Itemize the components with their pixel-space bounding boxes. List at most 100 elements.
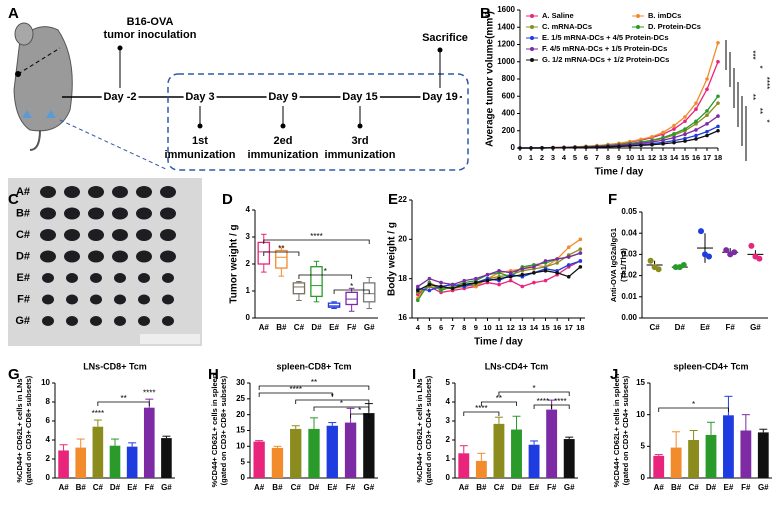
bar (271, 447, 284, 478)
legend-label: E. 1/5 mRNA-DCs + 4/5 Protein-DCs (542, 33, 669, 42)
x-tick-label: 13 (659, 153, 667, 162)
point (532, 270, 536, 275)
point (562, 145, 566, 150)
bar (563, 439, 575, 478)
y-axis-label: (gated on CD3+ CD4+ subsets) (621, 375, 630, 485)
bar (126, 446, 138, 478)
legend-marker (530, 58, 534, 62)
point (566, 274, 571, 279)
point (566, 255, 571, 259)
tumor (90, 316, 102, 326)
y-tick-label: 15 (236, 426, 245, 435)
y-axis-label: %CD44+ CD62L+ cells in LNs (415, 378, 424, 482)
pin-head (357, 123, 363, 129)
significance: **** (554, 397, 566, 406)
tumor (136, 186, 152, 198)
immunization-label: 1st (192, 135, 208, 147)
significance: **** (289, 385, 301, 394)
x-tick-label: 14 (670, 153, 679, 162)
sacrifice-label: Sacrifice (422, 32, 468, 44)
point (716, 128, 720, 133)
bracket (263, 251, 300, 256)
y-tick-label: 1400 (497, 22, 515, 31)
tumor (114, 273, 126, 283)
point (672, 135, 676, 140)
point (672, 127, 676, 131)
tumor (40, 186, 56, 198)
point (508, 274, 513, 279)
panel-label: E (388, 191, 398, 208)
point (578, 259, 583, 263)
x-tick-label: A# (259, 323, 270, 332)
tumor (112, 186, 128, 198)
point (606, 144, 610, 149)
x-tick-label: 15 (681, 153, 689, 162)
y-axis-label: (gated on CD3+ CD4+ subsets) (424, 375, 433, 485)
point (462, 278, 467, 283)
y-axis-label: %CD44+ CD62L+ cells in spleen (210, 373, 219, 487)
immunization-label: immunization (248, 149, 319, 161)
bracket (333, 289, 370, 294)
point (716, 101, 720, 105)
point (485, 272, 490, 277)
point (555, 261, 559, 265)
x-tick-label: 13 (518, 323, 526, 332)
x-tick-label: 3 (551, 153, 555, 162)
point (529, 146, 533, 150)
legend-label: A. Saline (542, 11, 574, 20)
tumor (88, 250, 104, 263)
x-tick-label: A# (58, 483, 69, 492)
y-tick-label: 5 (446, 378, 451, 387)
bar (326, 425, 338, 478)
point (650, 134, 654, 139)
point (661, 130, 665, 135)
bar (653, 455, 665, 478)
bar (308, 428, 320, 478)
y-tick-label: 200 (502, 126, 516, 135)
x-tick-label: 7 (595, 153, 599, 162)
x-tick-label: 14 (530, 323, 539, 332)
chart-title: spleen-CD8+ Tcm (276, 361, 351, 371)
x-tick-label: G# (161, 483, 172, 492)
x-axis-label: Time / day (474, 337, 523, 348)
significance: **** (143, 388, 155, 397)
tumor (42, 273, 54, 283)
y-tick-label: 1600 (497, 5, 515, 14)
point (450, 282, 455, 287)
immunization-label: immunization (325, 149, 396, 161)
y-tick-label: 2 (246, 259, 251, 268)
row-label: F# (17, 293, 30, 305)
bar (493, 423, 505, 478)
point (573, 145, 577, 150)
point (462, 282, 467, 287)
point (639, 143, 643, 148)
tumor (40, 229, 56, 241)
y-tick-label: 400 (502, 109, 516, 118)
point (683, 132, 687, 136)
tumor (160, 186, 176, 198)
y-axis-label: %CD44+ CD62L+ cells in LNs (15, 378, 24, 482)
y-tick-label: 1 (246, 286, 251, 295)
point (661, 135, 665, 140)
y-axis-label: Anti-OVA IgG2a/IgG1 (609, 228, 618, 302)
bracket (658, 407, 729, 412)
point (661, 138, 665, 143)
panel-label: F (608, 191, 617, 208)
day-label: Day -2 (103, 91, 136, 103)
point (617, 144, 621, 149)
point (520, 272, 525, 277)
significance: ** (496, 394, 502, 403)
chart-title: LNs-CD8+ Tcm (83, 361, 147, 371)
point (427, 276, 432, 281)
dot (756, 255, 763, 262)
point (672, 123, 676, 128)
point (716, 59, 720, 64)
row-label: G# (15, 315, 30, 327)
tumor (88, 207, 104, 220)
point (716, 40, 720, 45)
tumor (136, 250, 152, 263)
point (694, 133, 698, 138)
x-tick-label: 16 (692, 153, 700, 162)
x-tick-label: 10 (626, 153, 634, 162)
legend-label: D. Protein-DCs (648, 22, 701, 31)
